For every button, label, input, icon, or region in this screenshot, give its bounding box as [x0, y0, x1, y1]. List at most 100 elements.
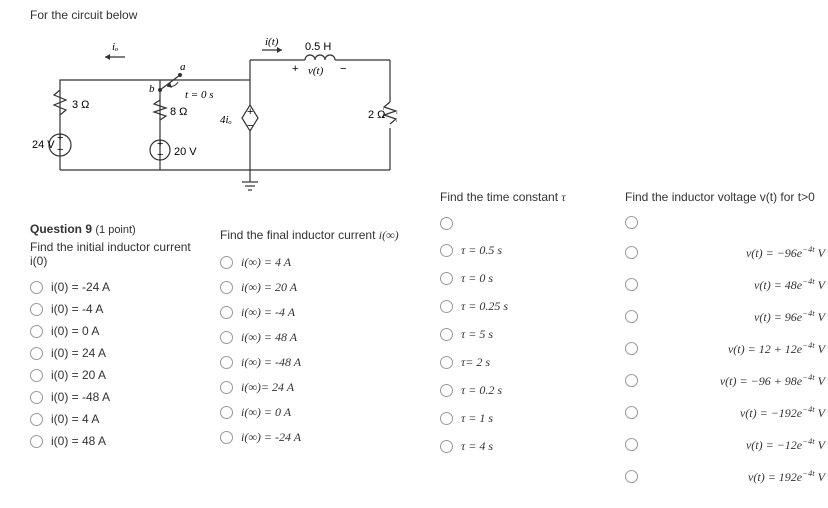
radio-icon: [625, 406, 638, 419]
q4-option[interactable]: v(t) = −12e−4t V: [625, 436, 825, 453]
radio-icon: [625, 438, 638, 451]
q1-option[interactable]: i(0) = 48 A: [30, 434, 210, 448]
q1-option-label: i(0) = 24 A: [51, 346, 106, 360]
circuit-diagram: 3 Ω + − 24 V iₒ a b t = 0 s 8 Ω + − 20 V…: [30, 30, 430, 200]
q4-prompt: Find the inductor voltage v(t) for t>0: [625, 190, 825, 204]
radio-icon: [625, 342, 638, 355]
radio-icon: [625, 310, 638, 323]
q3-option[interactable]: τ= 2 s: [440, 355, 600, 370]
q1-option[interactable]: i(0) = 0 A: [30, 324, 210, 338]
q2-option[interactable]: i(∞) = 4 A: [220, 255, 400, 270]
radio-icon: [220, 406, 233, 419]
radio-icon: [440, 217, 453, 230]
radio-icon: [440, 244, 453, 257]
q1-option-label: i(0) = 48 A: [51, 434, 106, 448]
q3-option[interactable]: τ = 0 s: [440, 271, 600, 286]
q1-option-label: i(0) = 0 A: [51, 324, 99, 338]
q4-option[interactable]: v(t) = −192e−4t V: [625, 404, 825, 421]
svg-text:20 V: 20 V: [174, 146, 197, 158]
q1-option-label: i(0) = -48 A: [51, 390, 110, 404]
q2-option[interactable]: i(∞)= 24 A: [220, 380, 400, 395]
svg-text:i(t): i(t): [265, 36, 279, 48]
q3-option[interactable]: τ = 5 s: [440, 327, 600, 342]
q3-prompt-math: τ: [561, 190, 565, 204]
q3-option[interactable]: τ = 0.25 s: [440, 299, 600, 314]
q1-option[interactable]: i(0) = 4 A: [30, 412, 210, 426]
radio-icon: [440, 328, 453, 341]
radio-icon: [30, 435, 43, 448]
q2-prompt-math: i(∞): [379, 228, 399, 242]
radio-icon: [625, 374, 638, 387]
q4-option-label: v(t) = −12e−4t V: [646, 436, 825, 453]
q2-option[interactable]: i(∞) = 0 A: [220, 405, 400, 420]
svg-text:3 Ω: 3 Ω: [72, 99, 89, 111]
q3-option[interactable]: τ = 0.2 s: [440, 383, 600, 398]
q3-option[interactable]: τ = 4 s: [440, 439, 600, 454]
q1-option[interactable]: i(0) = 24 A: [30, 346, 210, 360]
radio-icon: [220, 431, 233, 444]
radio-icon: [625, 216, 638, 229]
radio-icon: [440, 300, 453, 313]
q1-option[interactable]: i(0) = -24 A: [30, 280, 210, 294]
q1-option-label: i(0) = 20 A: [51, 368, 106, 382]
q2-prompt-text: Find the final inductor current: [220, 228, 379, 242]
radio-icon: [220, 381, 233, 394]
svg-text:a: a: [180, 61, 186, 73]
svg-text:t = 0 s: t = 0 s: [185, 89, 214, 101]
q2-option-label: i(∞) = -4 A: [241, 305, 295, 320]
q2-option-label: i(∞) = -24 A: [241, 430, 301, 445]
q2-option[interactable]: i(∞) = -24 A: [220, 430, 400, 445]
svg-text:+: +: [247, 106, 253, 118]
q3-option-label: τ = 0.2 s: [461, 383, 502, 398]
q2-prompt: Find the final inductor current i(∞): [220, 228, 400, 243]
radio-icon: [30, 369, 43, 382]
svg-text:2 Ω: 2 Ω: [368, 109, 385, 121]
empty-option[interactable]: [440, 217, 600, 230]
q4-option[interactable]: v(t) = 48e−4t V: [625, 276, 825, 293]
q3-prompt-text: Find the time constant: [440, 190, 561, 204]
radio-icon: [440, 412, 453, 425]
svg-text:−: −: [57, 144, 63, 156]
svg-text:4iₒ: 4iₒ: [220, 114, 232, 126]
q3-option-label: τ = 1 s: [461, 411, 493, 426]
radio-icon: [220, 281, 233, 294]
radio-icon: [220, 256, 233, 269]
q3-option[interactable]: τ = 0.5 s: [440, 243, 600, 258]
q1-option-label: i(0) = -24 A: [51, 280, 110, 294]
time-constant-section: Find the time constant τ τ = 0.5 s τ = 0 …: [440, 190, 600, 467]
q2-option-label: i(∞) = 20 A: [241, 280, 297, 295]
radio-icon: [220, 306, 233, 319]
svg-text:8 Ω: 8 Ω: [170, 106, 187, 118]
q4-option-label: v(t) = 192e−4t V: [646, 468, 825, 485]
radio-icon: [625, 278, 638, 291]
radio-icon: [440, 356, 453, 369]
radio-icon: [625, 246, 638, 259]
radio-icon: [30, 413, 43, 426]
q4-option-label: v(t) = 12 + 12e−4t V: [646, 340, 825, 357]
q4-option[interactable]: v(t) = −96e−4t V: [625, 244, 825, 261]
question-9-section: Question 9 (1 point) Find the initial in…: [30, 222, 210, 456]
svg-text:0.5 H: 0.5 H: [305, 41, 331, 53]
q4-option[interactable]: v(t) = 192e−4t V: [625, 468, 825, 485]
radio-icon: [625, 470, 638, 483]
q2-option[interactable]: i(∞) = -48 A: [220, 355, 400, 370]
q1-option[interactable]: i(0) = -48 A: [30, 390, 210, 404]
q3-option[interactable]: τ = 1 s: [440, 411, 600, 426]
q1-option-label: i(0) = -4 A: [51, 302, 103, 316]
q4-option[interactable]: v(t) = −96 + 98e−4t V: [625, 372, 825, 389]
radio-icon: [30, 325, 43, 338]
q1-option[interactable]: i(0) = -4 A: [30, 302, 210, 316]
q4-option[interactable]: v(t) = 96e−4t V: [625, 308, 825, 325]
q1-option[interactable]: i(0) = 20 A: [30, 368, 210, 382]
q4-option-label: v(t) = 48e−4t V: [646, 276, 825, 293]
q2-option[interactable]: i(∞) = -4 A: [220, 305, 400, 320]
radio-icon: [440, 272, 453, 285]
q4-option[interactable]: v(t) = 12 + 12e−4t V: [625, 340, 825, 357]
svg-text:b: b: [149, 83, 155, 95]
q2-option[interactable]: i(∞) = 48 A: [220, 330, 400, 345]
empty-option[interactable]: [625, 216, 825, 229]
radio-icon: [220, 331, 233, 344]
q2-option[interactable]: i(∞) = 20 A: [220, 280, 400, 295]
svg-text:−: −: [247, 120, 253, 132]
radio-icon: [30, 347, 43, 360]
